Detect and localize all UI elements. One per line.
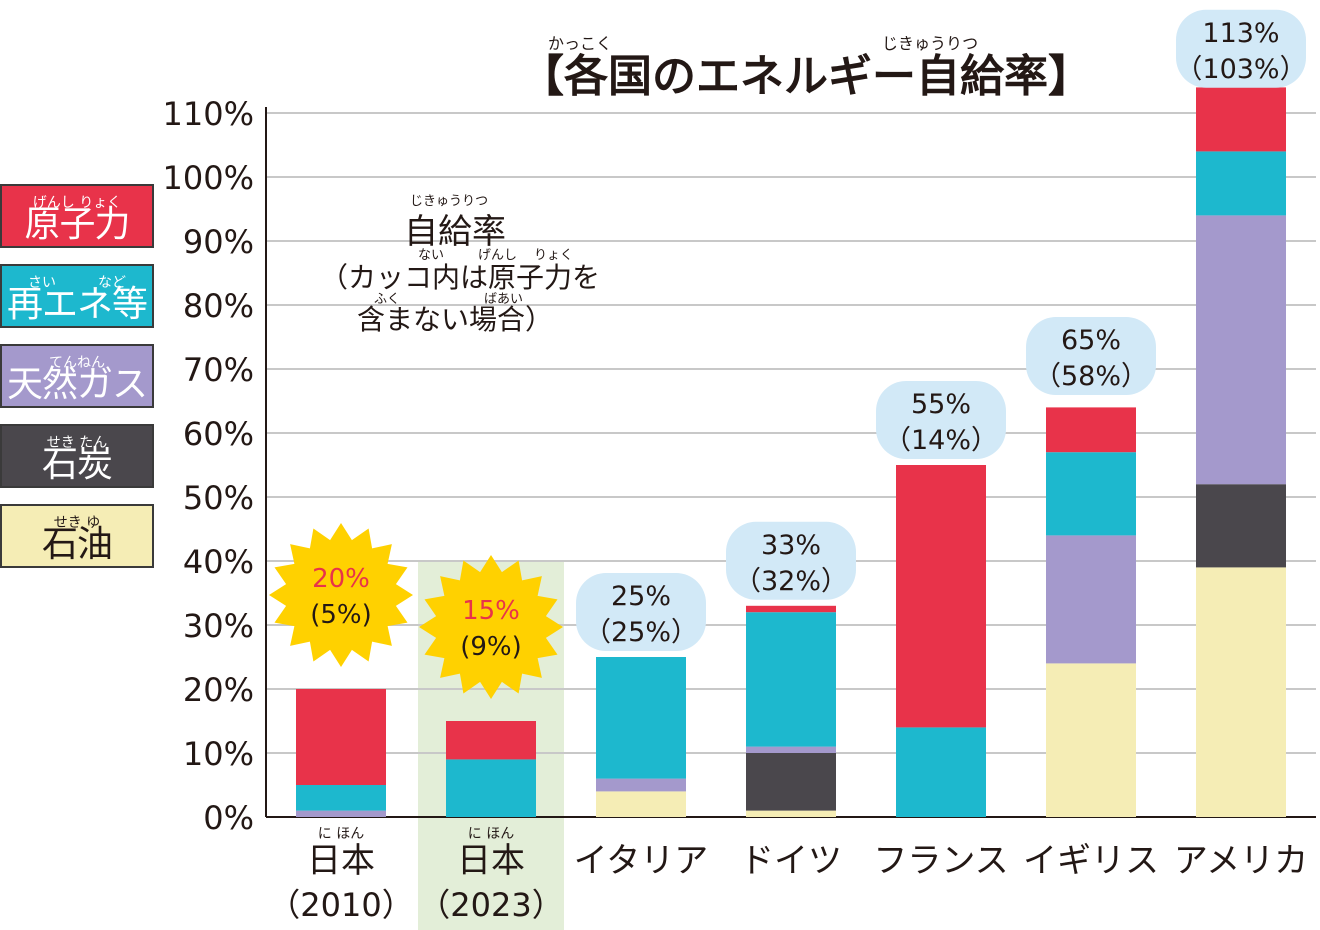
bar-segment	[1046, 452, 1136, 536]
title-ruby-jikyuritsu: じきゅうりつ	[882, 34, 979, 53]
bar-segment	[596, 657, 686, 779]
bar-segment	[596, 791, 686, 817]
y-tick-label: 80%	[183, 287, 254, 325]
value-bubble	[726, 521, 856, 600]
bar-segment	[1196, 215, 1286, 485]
note-line-3: 含まない場合）	[356, 303, 553, 336]
note-ruby-nai: ない	[418, 248, 445, 263]
excluding-nuclear-label: （25%）	[584, 617, 698, 648]
legend-label: 原子力	[24, 204, 130, 245]
bar-segment	[1196, 151, 1286, 216]
excluding-nuclear-label: （14%）	[884, 425, 998, 456]
excluding-nuclear-label: (5%)	[310, 600, 372, 630]
title-ruby-kakkoku: かっこく	[548, 34, 613, 53]
total-value-label: 113%	[1202, 18, 1279, 49]
value-bubble	[1026, 317, 1156, 395]
x-tick-label: イタリア	[574, 841, 709, 881]
x-tick-label: 日本	[307, 841, 375, 881]
bar-segment	[1196, 87, 1286, 152]
legend-item-renewables: さい など 再エネ等	[0, 264, 154, 328]
legend-item-nuclear: げんし りょく 原子力	[0, 184, 154, 248]
excluding-nuclear-label: (9%)	[460, 632, 522, 662]
legend-item-coal: せき たん 石炭	[0, 424, 154, 488]
y-tick-label: 90%	[183, 223, 254, 261]
x-tick-label: アメリカ	[1174, 841, 1308, 881]
y-tick-label: 40%	[183, 543, 254, 581]
note-ruby-fuku: ふく	[374, 292, 401, 307]
total-value-label: 65%	[1061, 325, 1121, 356]
note-line-1: 自給率	[404, 212, 506, 252]
y-tick-label: 30%	[183, 607, 254, 645]
bar-segment	[1046, 407, 1136, 453]
value-bubble	[876, 381, 1006, 459]
x-tick-label: イギリス	[1023, 841, 1159, 881]
bar-segment	[1196, 484, 1286, 568]
bar-segment	[746, 810, 836, 817]
y-tick-label: 100%	[163, 159, 254, 197]
total-value-label: 25%	[611, 581, 671, 612]
note-line-2: （カッコ内は原子力を	[320, 261, 601, 294]
note-ruby-ryoku: りょく	[534, 248, 574, 263]
excluding-nuclear-label: （103%）	[1175, 54, 1306, 85]
y-tick-label: 110%	[163, 95, 254, 133]
x-tick-ruby: に ほん	[468, 826, 514, 842]
excluding-nuclear-label: （58%）	[1034, 361, 1148, 392]
bar-segment	[896, 465, 986, 728]
legend-ruby: げんし りょく	[32, 195, 122, 211]
legend-ruby: せき ゆ	[53, 515, 101, 531]
x-tick-label: フランス	[873, 841, 1008, 881]
y-tick-label: 60%	[183, 415, 254, 453]
excluding-nuclear-label: （32%）	[734, 566, 848, 597]
bar-segment	[446, 721, 536, 760]
y-tick-label: 10%	[183, 735, 254, 773]
note-ruby-genshi: げんし	[478, 248, 518, 263]
x-tick-label-year: （2023）	[418, 886, 563, 924]
y-tick-label: 20%	[183, 671, 254, 709]
legend-label: 天然ガス	[6, 364, 148, 405]
bar-segment	[1046, 663, 1136, 817]
bar-segment	[296, 785, 386, 811]
bar-segment	[746, 612, 836, 747]
total-value-label: 20%	[312, 564, 370, 594]
total-value-label: 55%	[911, 389, 971, 420]
bar-segment	[746, 746, 836, 753]
bar-segment	[296, 810, 386, 817]
legend-ruby: さい など	[28, 275, 126, 291]
bar-segment	[896, 727, 986, 817]
total-value-label: 33%	[761, 530, 821, 561]
bar-segment	[296, 689, 386, 785]
x-tick-label: ドイツ	[740, 841, 842, 881]
y-tick-label: 0%	[203, 799, 254, 837]
x-tick-ruby: に ほん	[318, 826, 364, 842]
y-tick-label: 70%	[183, 351, 254, 389]
bar-segment	[446, 759, 536, 817]
bar-segment	[596, 778, 686, 792]
y-tick-label: 50%	[183, 479, 254, 517]
bar-segment	[1046, 535, 1136, 664]
sunburst-badge	[419, 555, 563, 699]
note-ruby-baai: ばあい	[484, 292, 524, 307]
bar-segment	[746, 753, 836, 811]
chart-title: 【各国のエネルギー自給率】	[520, 51, 1092, 102]
legend-item-natural-gas: てんねん 天然ガス	[0, 344, 154, 408]
legend-ruby: せき たん	[46, 435, 108, 451]
legend-label: 石炭	[41, 444, 113, 485]
sunburst-badge	[269, 523, 413, 667]
value-bubble	[1176, 9, 1306, 88]
legend-ruby: てんねん	[49, 355, 105, 371]
legend-item-oil: せき ゆ 石油	[0, 504, 154, 568]
value-bubble	[576, 573, 706, 651]
x-tick-label-year: （2010）	[268, 886, 413, 924]
bar-segment	[1196, 567, 1286, 817]
note-ruby-jikyuritsu: じきゅうりつ	[410, 194, 489, 209]
legend-label: 再エネ等	[6, 284, 148, 325]
bar-segment	[746, 605, 836, 613]
total-value-label: 15%	[462, 596, 520, 626]
x-tick-label: 日本	[457, 841, 525, 881]
legend-label: 石油	[41, 524, 113, 565]
